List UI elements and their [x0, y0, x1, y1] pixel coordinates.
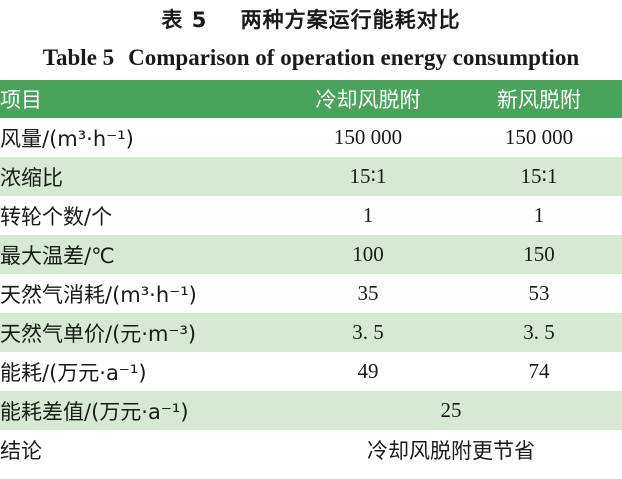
- table-row: 结论 冷却风脱附更节省: [0, 430, 622, 469]
- row-value-conclusion: 冷却风脱附更节省: [367, 438, 535, 463]
- header-col1: 冷却风脱附: [280, 80, 456, 118]
- header-item: 项目: [0, 80, 280, 118]
- row-value-col2: 1: [533, 203, 545, 227]
- table-title-cn: 表 5 两种方案运行能耗对比: [0, 2, 622, 38]
- row-value-col1: 100: [280, 235, 456, 274]
- row-value-col2: 3. 5: [456, 313, 622, 352]
- table-row: 能耗/(万元·a⁻¹) 49 74: [0, 352, 622, 391]
- comparison-table: 项目 冷却风脱附 新风脱附 风量/(m³·h⁻¹) 150 000 150 00…: [0, 80, 622, 469]
- table-row: 天然气单价/(元·m⁻³) 3. 5 3. 5: [0, 313, 622, 352]
- row-label: 风量/(m³·h⁻¹): [0, 126, 134, 151]
- row-value-col2: 150 000: [504, 125, 574, 149]
- table-title-en: Table 5 Comparison of operation energy co…: [0, 40, 622, 76]
- table-caption-en: Comparison of operation energy consumpti…: [128, 45, 580, 70]
- table-number-en: Table 5: [42, 45, 115, 70]
- row-label: 能耗/(万元·a⁻¹): [0, 360, 147, 385]
- table-row: 最大温差/℃ 100 150: [0, 235, 622, 274]
- row-label: 天然气单价/(元·m⁻³): [0, 313, 280, 352]
- row-label: 浓缩比: [0, 157, 280, 196]
- table-row: 风量/(m³·h⁻¹) 150 000 150 000: [0, 118, 622, 157]
- table-caption-cn: 两种方案运行能耗对比: [240, 8, 461, 32]
- row-value-col2: 150: [456, 235, 622, 274]
- header-col2: 新风脱附: [456, 80, 622, 118]
- row-label: 最大温差/℃: [0, 235, 280, 274]
- row-value-col2: 15∶1: [456, 157, 622, 196]
- row-value-col1: 49: [357, 359, 379, 383]
- header-row: 项目 冷却风脱附 新风脱附: [0, 80, 622, 118]
- table-row: 能耗差值/(万元·a⁻¹) 25: [0, 391, 622, 430]
- row-value-col1: 35: [357, 281, 379, 305]
- row-value-col2: 53: [528, 281, 550, 305]
- row-value-col1: 150 000: [333, 125, 403, 149]
- table-number-cn: 表 5: [161, 8, 208, 32]
- table-row: 天然气消耗/(m³·h⁻¹) 35 53: [0, 274, 622, 313]
- row-value-col1: 15∶1: [280, 157, 456, 196]
- row-label: 结论: [0, 438, 42, 463]
- row-value-col1: 1: [362, 203, 374, 227]
- row-label: 天然气消耗/(m³·h⁻¹): [0, 282, 197, 307]
- row-value-col1: 3. 5: [280, 313, 456, 352]
- row-value-merged: 25: [280, 391, 622, 430]
- row-label: 转轮个数/个: [0, 204, 113, 229]
- row-label: 能耗差值/(万元·a⁻¹): [0, 391, 280, 430]
- table-row: 转轮个数/个 1 1: [0, 196, 622, 235]
- row-value-col2: 74: [528, 359, 550, 383]
- table-row: 浓缩比 15∶1 15∶1: [0, 157, 622, 196]
